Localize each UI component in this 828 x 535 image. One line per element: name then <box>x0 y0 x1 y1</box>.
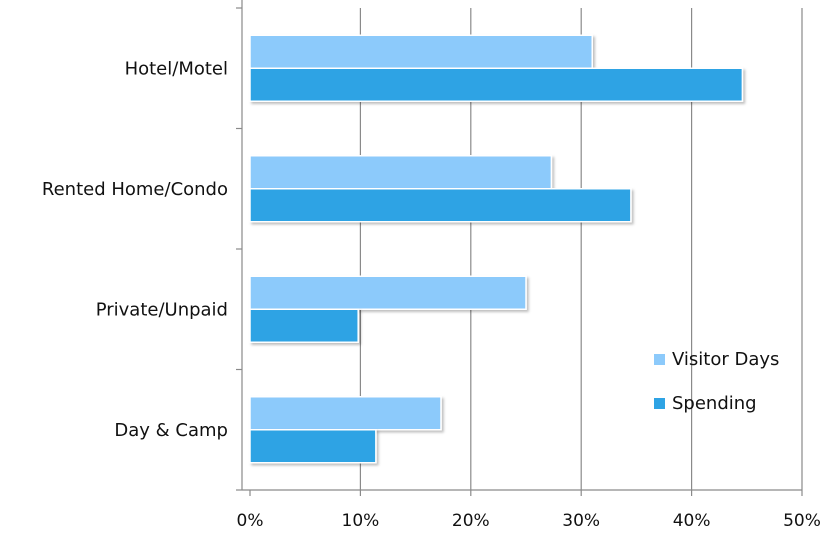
legend-swatch <box>654 398 665 409</box>
labels: 0% 10% 20% 30% 40% 50% Hotel/Motel Rented Home/… <box>42 58 821 531</box>
x-tick-label: 30% <box>562 511 600 531</box>
category-label: Rented Home/Condo <box>42 179 228 200</box>
bar-visitor-days <box>249 34 593 69</box>
axes <box>236 0 803 496</box>
legend: Visitor Days Spending <box>654 349 779 414</box>
category-label: Day & Camp <box>114 420 228 441</box>
bars <box>249 34 744 464</box>
category-label: Private/Unpaid <box>96 299 228 320</box>
bar-spending <box>249 67 744 102</box>
bar-spending <box>249 429 377 464</box>
legend-label: Spending <box>672 393 757 414</box>
category-label: Hotel/Motel <box>125 58 228 79</box>
x-tick-label: 0% <box>237 511 264 531</box>
bar-visitor-days <box>249 155 553 190</box>
x-tick-label: 50% <box>783 511 821 531</box>
x-tick-label: 10% <box>342 511 380 531</box>
legend-label: Visitor Days <box>672 349 779 370</box>
bar-visitor-days <box>249 396 442 431</box>
legend-swatch <box>654 354 665 365</box>
bar-spending <box>249 308 359 343</box>
bar-spending <box>249 188 632 223</box>
x-tick-label: 20% <box>452 511 490 531</box>
x-tick-label: 40% <box>673 511 711 531</box>
bar-visitor-days <box>249 275 527 310</box>
